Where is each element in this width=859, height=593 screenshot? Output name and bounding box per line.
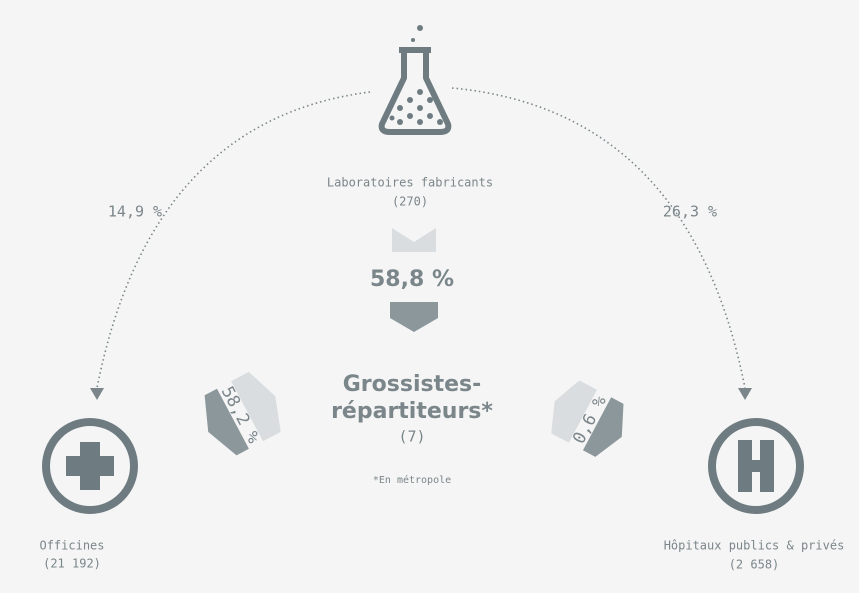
- node-label: Grossistes-: [343, 372, 482, 397]
- node-label: Hôpitaux publics & privés: [664, 539, 845, 553]
- chevron-bottom: [390, 302, 438, 332]
- node-label: Laboratoires fabricants: [327, 176, 493, 190]
- flow-label: 58,8 %: [370, 267, 454, 292]
- node-count: (270): [392, 195, 428, 209]
- node-count: (7): [398, 428, 425, 446]
- footnote: *En métropole: [373, 474, 451, 486]
- flow-arc: [96, 91, 371, 389]
- flow-label: 26,3 %: [663, 203, 717, 221]
- arrow-head: [738, 388, 752, 400]
- arrow-head: [90, 388, 104, 400]
- hospital-icon: [708, 418, 804, 514]
- chevron-right: 0,6 %: [551, 380, 624, 457]
- chevron-top: [392, 228, 436, 252]
- flow-label: 14,9 %: [108, 203, 162, 221]
- flask-icon: [378, 25, 452, 135]
- node-label: Officines: [39, 539, 104, 553]
- node-label: répartiteurs*: [331, 399, 493, 424]
- chevron-left: 58,2 %: [204, 371, 281, 456]
- node-count: (21 192): [43, 557, 101, 571]
- pharmacy-icon: [42, 418, 138, 514]
- node-count: (2 658): [729, 558, 780, 572]
